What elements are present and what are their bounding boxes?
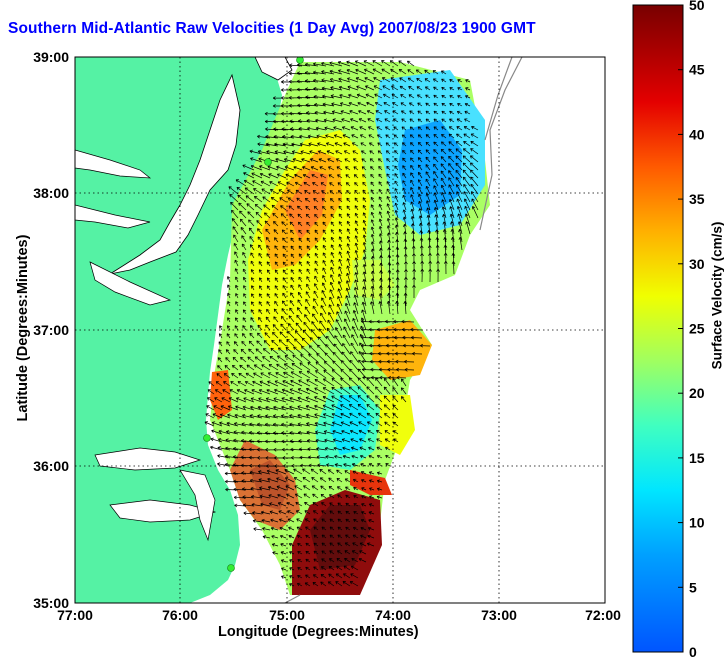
y-axis-label: Latitude (Degrees:Minutes): [15, 234, 31, 422]
y-tick-label: 36:00: [33, 458, 69, 474]
colorbar-ticks: 0 5 10 15 20 25 30 35 40 45 50: [678, 0, 705, 659]
colorbar-tick-label: 40: [689, 126, 705, 142]
x-tick-label: 73:00: [481, 607, 517, 623]
colorbar-tick-label: 25: [689, 321, 705, 337]
colorbar-tick-label: 10: [689, 515, 705, 531]
plot-frame: [74, 56, 606, 604]
colorbar-tick-label: 20: [689, 385, 705, 401]
y-tick-label: 37:00: [33, 322, 69, 338]
x-tick-label: 72:00: [585, 607, 621, 623]
colorbar-tick-label: 0: [689, 644, 697, 659]
x-axis: 77:00 76:00 75:00 74:00 73:00 72:00: [57, 607, 621, 623]
y-axis: 39:00 38:00 37:00 36:00 35:00: [33, 49, 69, 611]
x-tick-label: 75:00: [269, 607, 305, 623]
colorbar-tick-label: 35: [689, 191, 705, 207]
y-tick-label: 38:00: [33, 185, 69, 201]
colorbar-tick-label: 50: [689, 0, 705, 13]
grid-lines: [75, 57, 605, 603]
radar-stations: [203, 57, 304, 572]
station-marker: [227, 564, 235, 572]
colorbar-tick-label: 45: [689, 62, 705, 78]
colorbar-tick-label: 15: [689, 450, 705, 466]
velocity-vectors: [204, 60, 479, 587]
station-marker: [264, 158, 272, 166]
chesapeake-bay: [109, 73, 241, 275]
x-tick-label: 76:00: [162, 607, 198, 623]
y-tick-label: 35:00: [33, 595, 69, 611]
colorbar: [632, 4, 684, 653]
colorbar-tick-label: 5: [689, 579, 697, 595]
colorbar-tick-label: 30: [689, 256, 705, 272]
bathymetry-lines: [284, 57, 523, 603]
map-title: Southern Mid-Atlantic Raw Velocities (1 …: [8, 20, 536, 37]
station-marker: [296, 57, 304, 64]
x-axis-label: Longitude (Degrees:Minutes): [218, 624, 419, 640]
y-tick-label: 39:00: [33, 49, 69, 65]
x-tick-label: 77:00: [57, 607, 93, 623]
x-tick-label: 74:00: [375, 607, 411, 623]
colorbar-label: Surface Velocity (cm/s): [709, 221, 724, 370]
station-marker: [203, 434, 211, 442]
vector-arrows: [204, 60, 479, 587]
